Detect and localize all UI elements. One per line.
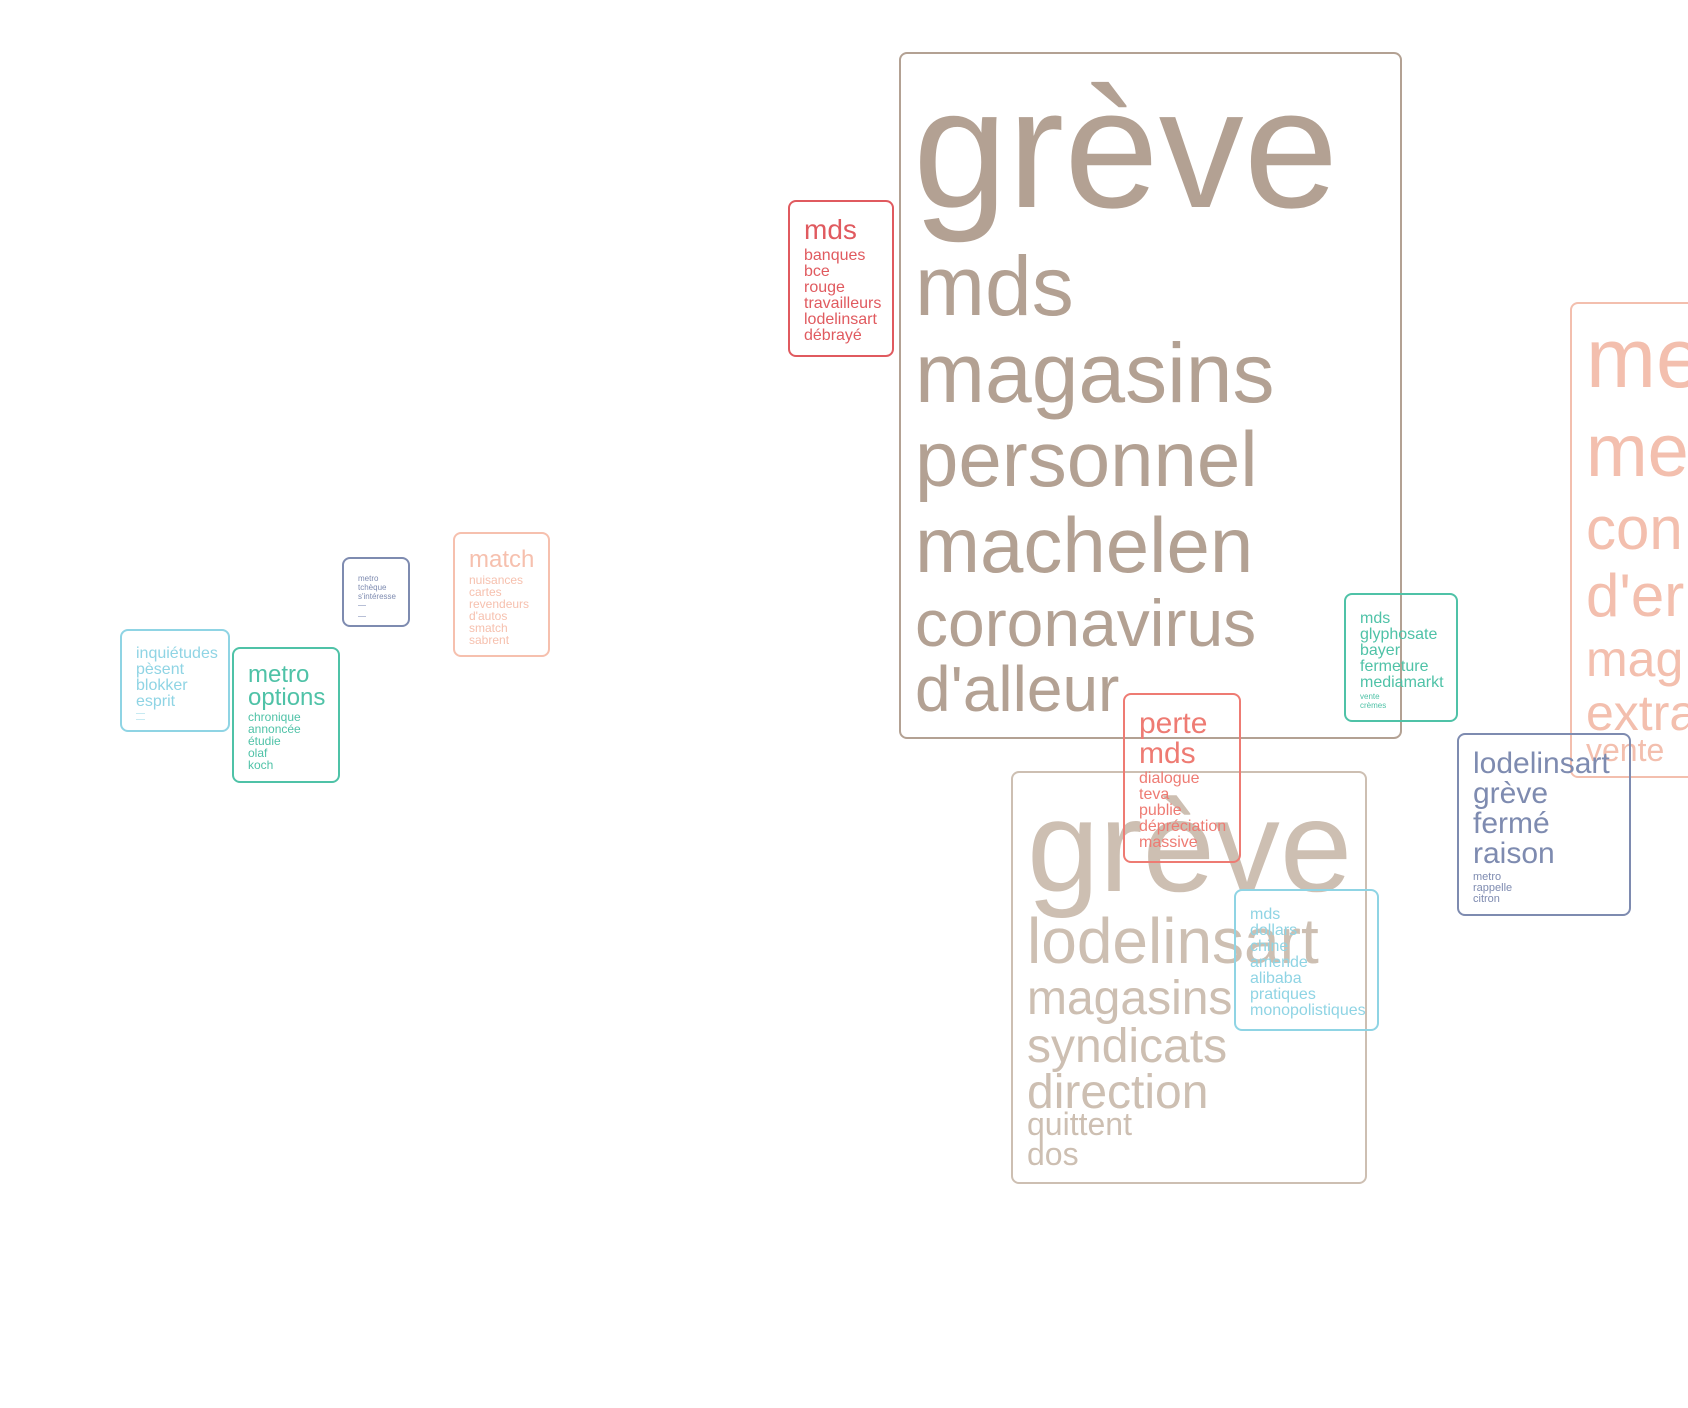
- word: cartes: [469, 585, 502, 599]
- word: vente: [1360, 692, 1380, 701]
- word: machelen: [915, 501, 1254, 589]
- word: metro: [248, 661, 310, 688]
- word: blokker: [136, 677, 188, 694]
- tiny-marks: [136, 713, 145, 720]
- word: magasins: [915, 326, 1275, 420]
- word: mds: [804, 214, 857, 245]
- word: mag: [1586, 631, 1684, 687]
- word: bayer: [1360, 642, 1401, 659]
- word: me: [1586, 409, 1688, 492]
- cluster-lodelinsart: lodelinsart grève fermé raison metro rap…: [1457, 733, 1631, 916]
- word: d'autos: [469, 609, 508, 623]
- word: chine: [1250, 938, 1289, 955]
- word: metro: [1473, 871, 1502, 883]
- word: direction: [1027, 1066, 1209, 1119]
- word: alibaba: [1250, 970, 1302, 987]
- cluster-mds-banques: mds banques bce rouge travailleurs lodel…: [788, 200, 894, 357]
- word: dialogue: [1139, 770, 1200, 787]
- tiny-marks: [358, 605, 366, 617]
- word: amende: [1250, 954, 1308, 971]
- word: d'alleur: [915, 653, 1120, 725]
- word: revendeurs: [469, 597, 530, 611]
- cluster-metro-small: metro tchèque s'intéresse: [342, 557, 410, 627]
- word: con: [1586, 495, 1683, 562]
- cluster-right-partial: me me con d'er mag extra vente: [1570, 302, 1688, 778]
- word: mds: [1139, 737, 1196, 770]
- word: perte: [1139, 707, 1208, 740]
- word: rappelle: [1473, 882, 1513, 894]
- cluster-big-greve: grève mds magasins personnel machelen co…: [899, 52, 1402, 739]
- word: lodelinsart: [1027, 905, 1319, 977]
- cluster-dollars: mds dollars chine amende alibaba pratiqu…: [1234, 889, 1379, 1031]
- word: metro: [358, 574, 379, 583]
- cluster-glyphosate: mds glyphosate bayer fermeture mediamark…: [1344, 593, 1458, 722]
- word: massive: [1139, 834, 1198, 851]
- cluster-perte: perte mds dialogue teva publie dépréciat…: [1123, 693, 1241, 863]
- word: magasins: [1027, 972, 1233, 1025]
- cluster-inquietudes: inquiétudes pèsent blokker esprit: [120, 629, 230, 732]
- word: chronique: [248, 710, 301, 724]
- word: grève: [1473, 777, 1549, 810]
- word: mediamarkt: [1360, 674, 1444, 691]
- word: mds: [1250, 906, 1281, 923]
- word: nuisances: [469, 573, 524, 587]
- word: bce: [804, 263, 830, 280]
- word: coronavirus: [915, 586, 1257, 660]
- word: débrayé: [804, 327, 862, 344]
- word: syndicats: [1027, 1020, 1228, 1073]
- word: annoncée: [248, 722, 301, 736]
- word: extra: [1586, 685, 1688, 741]
- word: monopolistiques: [1250, 1002, 1366, 1019]
- cluster-match: match nuisances cartes revendeurs d'auto…: [453, 532, 550, 657]
- word: dos: [1027, 1136, 1079, 1172]
- word: sabrent: [469, 633, 510, 647]
- word: étudie: [248, 734, 281, 748]
- word: mds: [915, 239, 1074, 333]
- word: raison: [1473, 837, 1555, 870]
- word: d'er: [1586, 562, 1685, 629]
- word: me: [1586, 311, 1688, 405]
- word: lodelinsart: [804, 311, 877, 328]
- word: banques: [804, 247, 866, 264]
- cluster-metro-options: metro options chronique annoncée étudie …: [232, 647, 340, 783]
- word: fermé: [1473, 807, 1550, 840]
- cluster-greve-lodelinsart: grève lodelinsart magasins syndicats dir…: [1011, 771, 1367, 1184]
- word: quittent: [1027, 1106, 1132, 1142]
- word: esprit: [136, 693, 176, 710]
- word: dollars: [1250, 922, 1298, 939]
- word: personnel: [915, 415, 1258, 503]
- word: fermeture: [1360, 658, 1429, 675]
- word: inquiétudes: [136, 645, 218, 662]
- word: dépréciation: [1139, 818, 1227, 835]
- word: teva: [1139, 786, 1170, 803]
- word: match: [469, 546, 535, 573]
- word: travailleurs: [804, 295, 882, 312]
- word: crèmes: [1360, 701, 1387, 710]
- word: pèsent: [136, 661, 185, 678]
- word: lodelinsart: [1473, 747, 1610, 780]
- word: s'intéresse: [358, 592, 396, 601]
- word: grève: [913, 54, 1339, 244]
- word: options: [248, 684, 326, 711]
- word: citron: [1473, 893, 1500, 905]
- word: tchèque: [358, 583, 387, 592]
- word: mds: [1360, 610, 1391, 627]
- word: rouge: [804, 279, 845, 296]
- word: pratiques: [1250, 986, 1316, 1003]
- word: koch: [248, 758, 274, 772]
- word: publie: [1139, 802, 1182, 819]
- word: olaf: [248, 746, 268, 760]
- word: glyphosate: [1360, 626, 1438, 643]
- word: smatch: [469, 621, 508, 635]
